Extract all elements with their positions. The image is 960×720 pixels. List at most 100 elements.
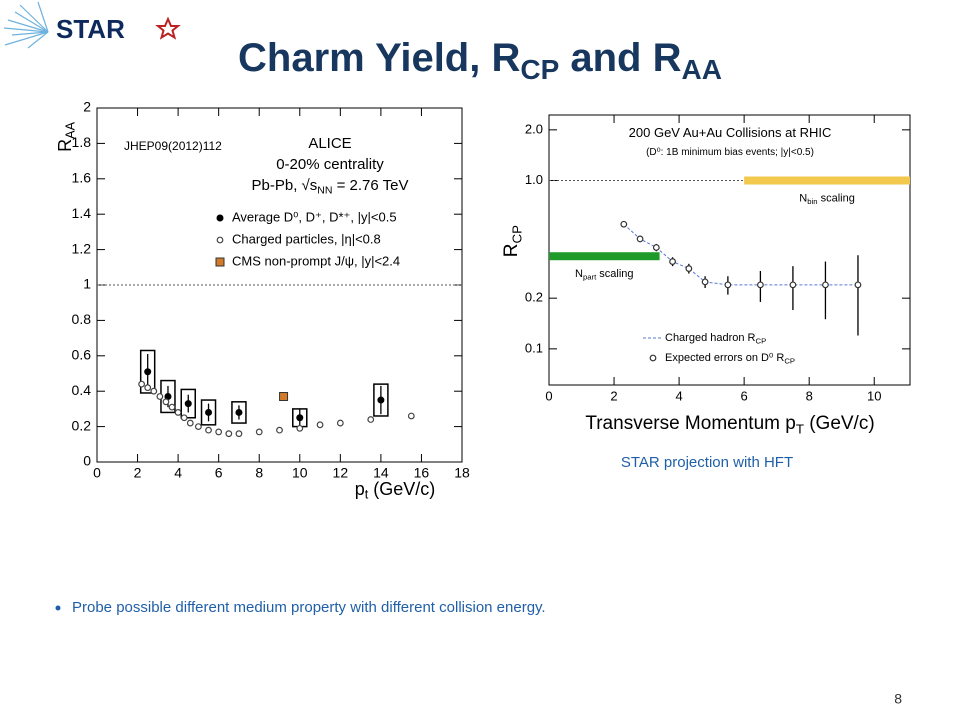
data-point <box>255 428 263 436</box>
data-point <box>669 258 676 265</box>
bullet-dot <box>55 605 61 611</box>
data-point <box>235 430 243 438</box>
subscript: AA <box>682 54 722 85</box>
data-point <box>174 409 182 416</box>
data-point <box>144 368 152 376</box>
data-point <box>407 412 415 420</box>
text-span: 0-20% centrality <box>276 156 384 173</box>
x-tick-label: 6 <box>741 388 748 403</box>
bullet-text: Probe possible different medium property… <box>72 599 546 616</box>
legend-label: Average D⁰, D⁺, D*⁺, |y|<0.5 <box>232 209 397 224</box>
data-point <box>724 281 732 289</box>
systematic-box <box>180 388 196 419</box>
data-point <box>377 396 385 404</box>
data-point <box>235 408 243 416</box>
y-tick-label: 1 <box>83 276 91 292</box>
data-point <box>854 281 862 289</box>
data-point <box>156 393 164 400</box>
data-point <box>184 400 192 408</box>
logo-fan <box>3 1 49 49</box>
text-span: R <box>501 243 522 257</box>
y-tick-label: 0.1 <box>525 340 543 355</box>
x-tick-label: 16 <box>414 465 430 481</box>
y-tick-label: 0 <box>83 453 91 469</box>
slide-title: Charm Yield, RCP and RAA <box>238 36 722 86</box>
text-span: Charm Yield, R <box>238 36 520 80</box>
data-point <box>620 220 628 228</box>
systematic-box <box>373 383 389 417</box>
subscript: CP <box>756 336 767 345</box>
legend-label: CMS non-prompt J/ψ, |y|<2.4 <box>232 253 400 268</box>
data-point <box>756 281 764 289</box>
y-tick-label: 1.6 <box>72 170 92 186</box>
page-number: 8 <box>894 691 902 707</box>
data-point <box>367 416 375 423</box>
text-span: (D⁰: 1B minimum bias events; |y|<0.5) <box>646 147 814 158</box>
data-point <box>180 414 188 422</box>
subscript: T <box>796 421 804 436</box>
y-tick-label: 0.8 <box>72 311 92 327</box>
y-tick-label: 0.2 <box>72 417 92 433</box>
y-axis-label: RCP <box>501 225 524 257</box>
y-tick-label: 1.2 <box>72 240 92 256</box>
data-point <box>162 398 170 406</box>
x-tick-label: 10 <box>867 388 881 403</box>
data-point <box>296 414 304 422</box>
x-tick-label: 4 <box>675 388 682 403</box>
text-span: = 2.76 TeV <box>332 177 408 194</box>
band-label: Npart scaling <box>575 268 634 281</box>
data-point <box>164 393 172 401</box>
text-span: Expected errors on D⁰ R <box>665 352 784 364</box>
systematic-box <box>200 399 217 426</box>
data-point <box>649 354 657 362</box>
scaling-band <box>744 176 910 185</box>
data-point <box>150 387 158 395</box>
y-tick-label: 1.8 <box>72 134 92 150</box>
data-point <box>186 419 194 427</box>
logo-text: STAR <box>56 14 125 44</box>
text-span: ALICE <box>308 135 351 152</box>
x-tick-label: 12 <box>333 465 349 481</box>
y-axis-label: RAA <box>55 121 78 151</box>
data-point <box>276 426 283 434</box>
y-tick-label: 0.4 <box>72 382 92 398</box>
text-span: Transverse Momentum p <box>585 413 795 434</box>
legend-label: Expected errors on D⁰ RCP <box>665 352 795 365</box>
text-span: and R <box>559 36 681 80</box>
subscript: part <box>583 273 597 282</box>
data-point <box>138 380 146 388</box>
x-axis-label: pt (GeV/c) <box>355 479 436 502</box>
data-point <box>168 403 176 411</box>
legend-label: Charged particles, |η|<0.8 <box>232 231 381 246</box>
x-tick-label: 14 <box>373 465 389 481</box>
text-span: 200 GeV Au+Au Collisions at RHIC <box>629 125 832 140</box>
x-tick-label: 2 <box>134 465 142 481</box>
data-point <box>652 244 660 251</box>
text-span: Charged hadron R <box>665 332 756 344</box>
x-tick-label: 2 <box>610 388 617 403</box>
data-point <box>822 281 829 289</box>
x-tick-label: 8 <box>255 465 263 481</box>
data-point <box>296 424 304 432</box>
data-point <box>279 392 289 402</box>
y-tick-label: 1.4 <box>72 205 92 221</box>
subscript: bin <box>807 197 817 206</box>
text-span: scaling <box>596 268 633 280</box>
annotation: 0-20% centrality <box>276 156 384 173</box>
y-tick-label: 0.2 <box>525 290 543 305</box>
annotation: 200 GeV Au+Au Collisions at RHIC <box>629 125 832 140</box>
logo-star <box>155 16 181 40</box>
annotation: Pb-Pb, √sNN = 2.76 TeV <box>252 177 409 196</box>
legend-label: Charged hadron RCP <box>665 332 766 345</box>
x-tick-label: 8 <box>806 388 813 403</box>
x-tick-label: 0 <box>93 465 101 481</box>
data-point <box>216 214 224 222</box>
data-point <box>216 236 224 244</box>
y-tick-label: 1.0 <box>525 172 543 187</box>
subscript: NN <box>317 184 332 196</box>
x-tick-label: 10 <box>292 465 308 481</box>
y-tick-label: 2 <box>83 99 91 115</box>
caption: STAR projection with HFT <box>621 454 793 471</box>
data-point <box>225 430 233 438</box>
